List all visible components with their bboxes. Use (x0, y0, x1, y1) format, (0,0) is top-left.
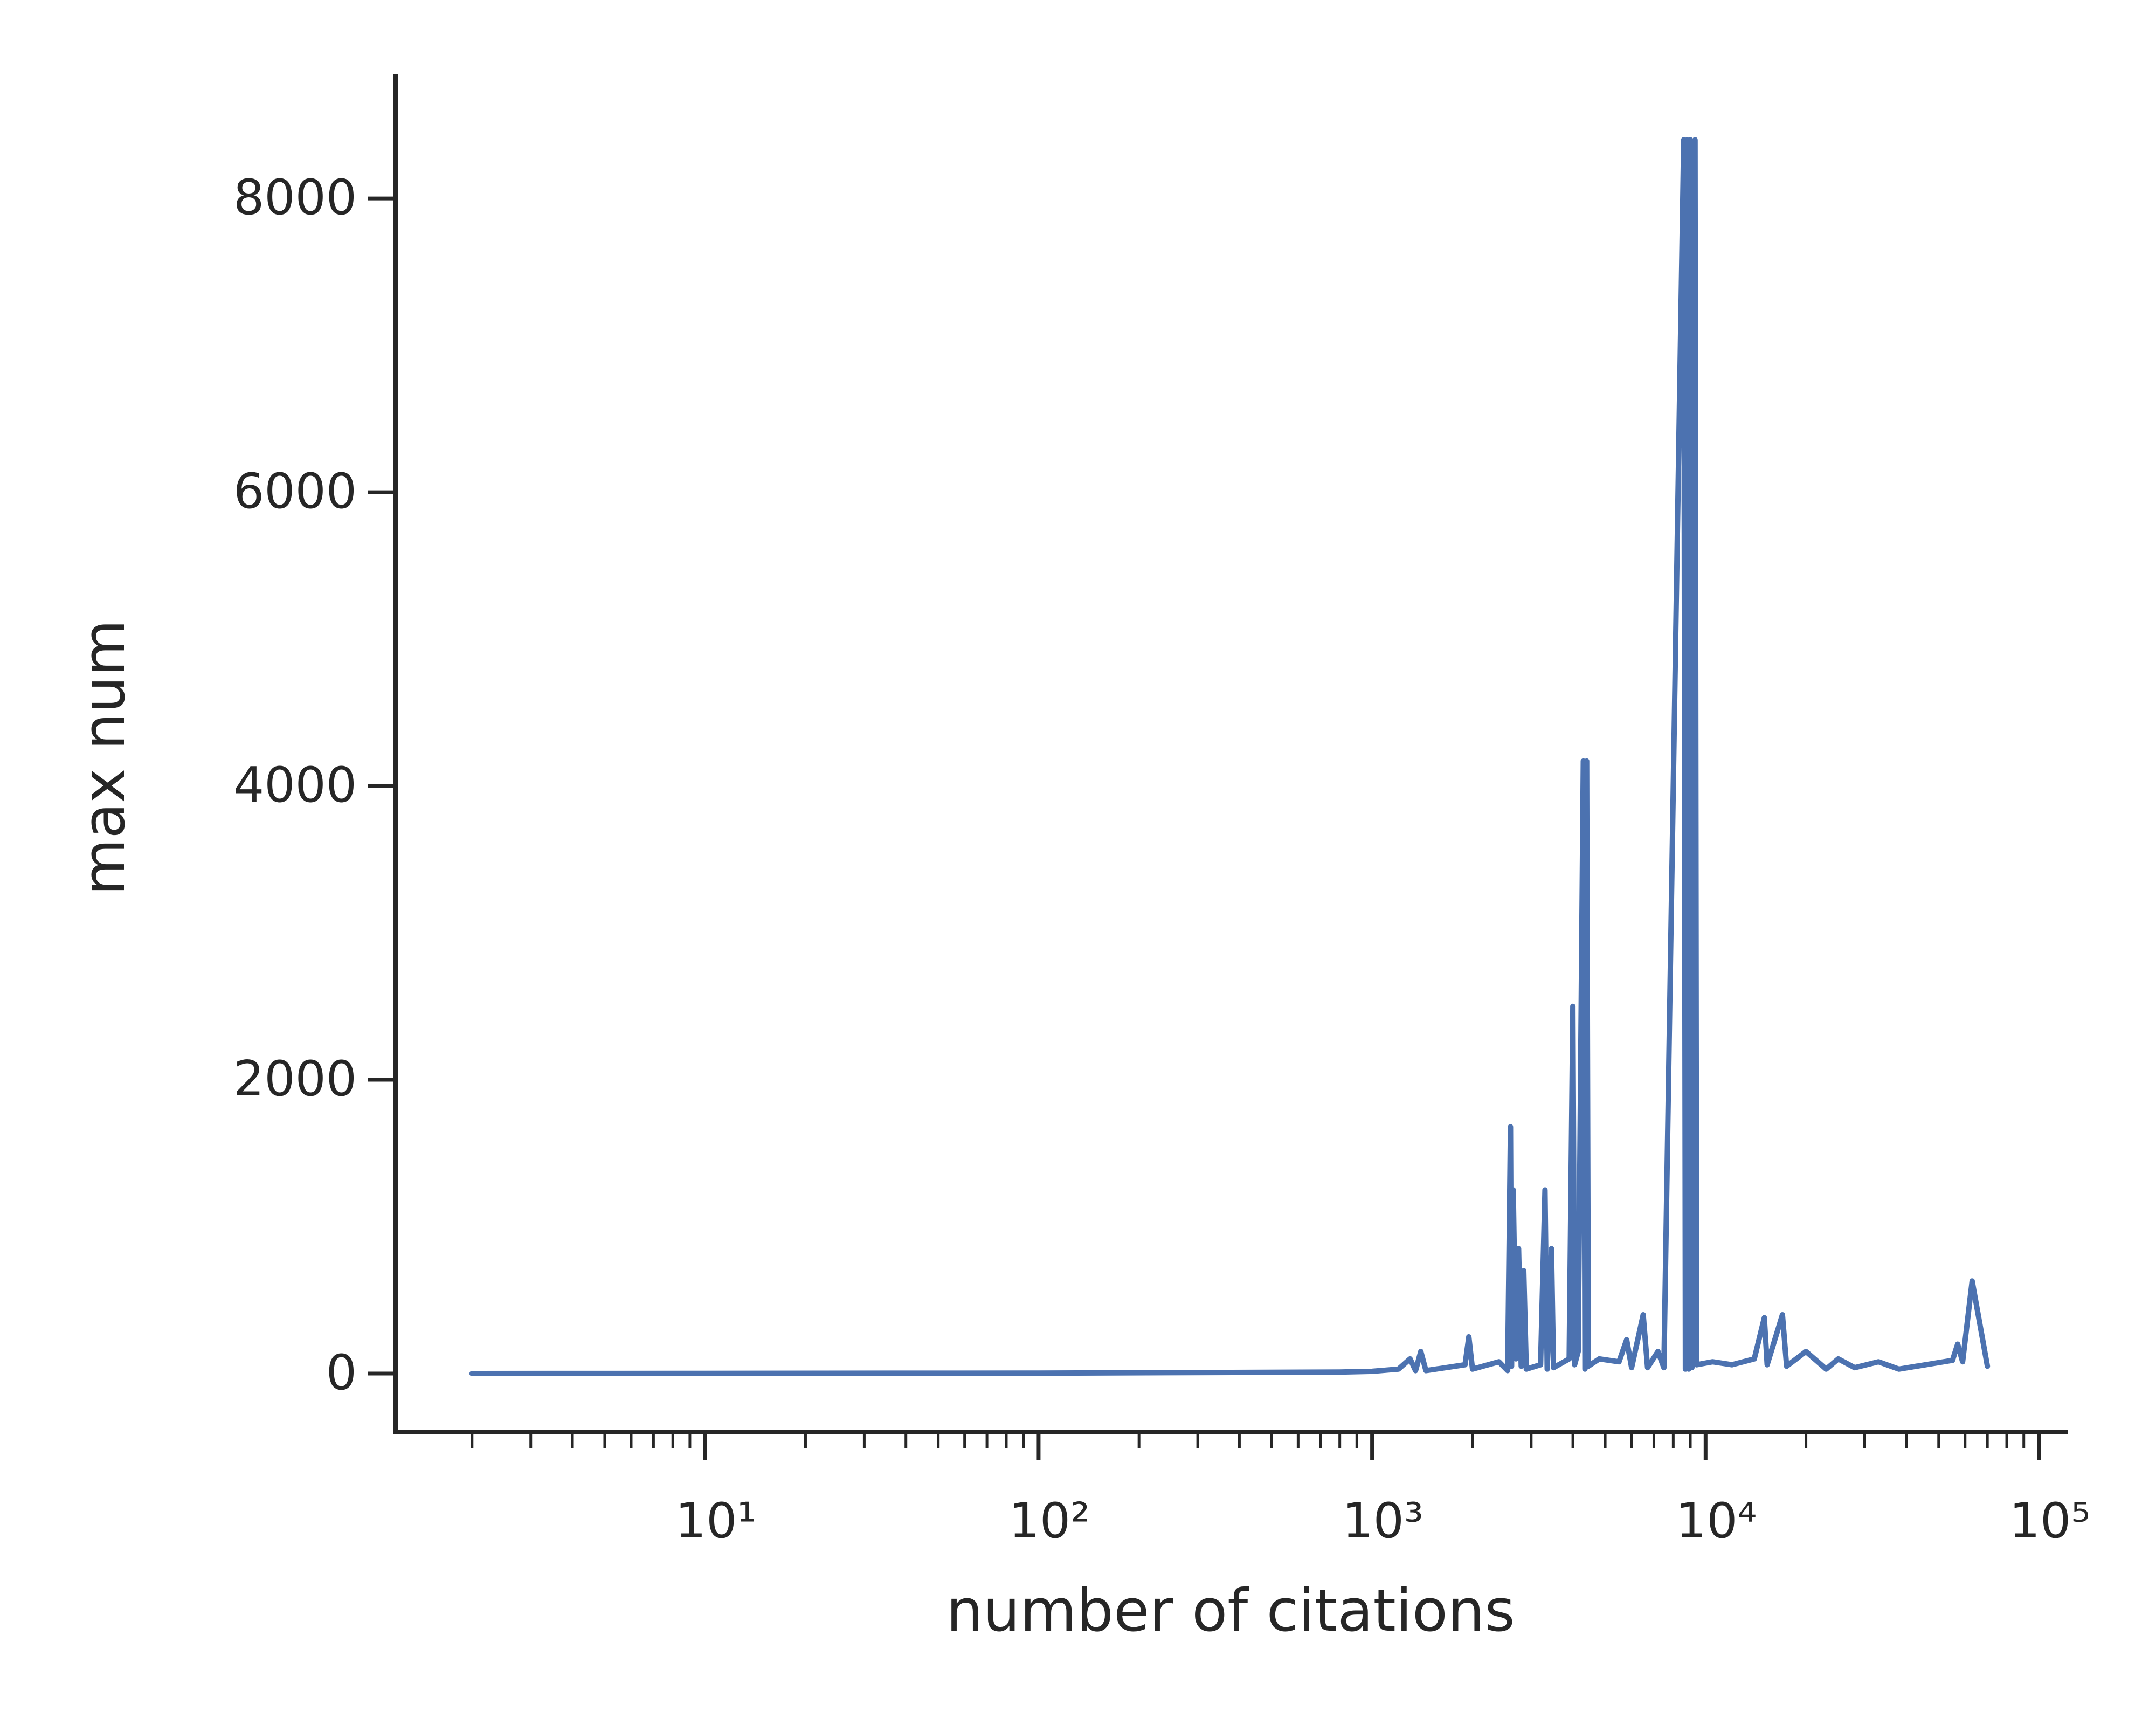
data-line (469, 137, 1991, 1376)
x-tick-label: 10⁵ (2009, 1493, 2091, 1549)
y-tick-label: 6000 (233, 463, 357, 520)
y-axis-label: max num (71, 619, 138, 895)
x-tick-label: 10² (1009, 1493, 1090, 1549)
x-tick-label: 10³ (1342, 1493, 1423, 1549)
x-tick-label: 10¹ (675, 1493, 757, 1549)
x-axis-label: number of citations (946, 1577, 1515, 1645)
x-tick-label: 10⁴ (1676, 1493, 1757, 1549)
y-tick-label: 8000 (233, 169, 357, 226)
y-tick-label: 4000 (233, 757, 357, 813)
y-tick-label: 2000 (233, 1051, 357, 1107)
y-tick-label: 0 (326, 1344, 357, 1401)
